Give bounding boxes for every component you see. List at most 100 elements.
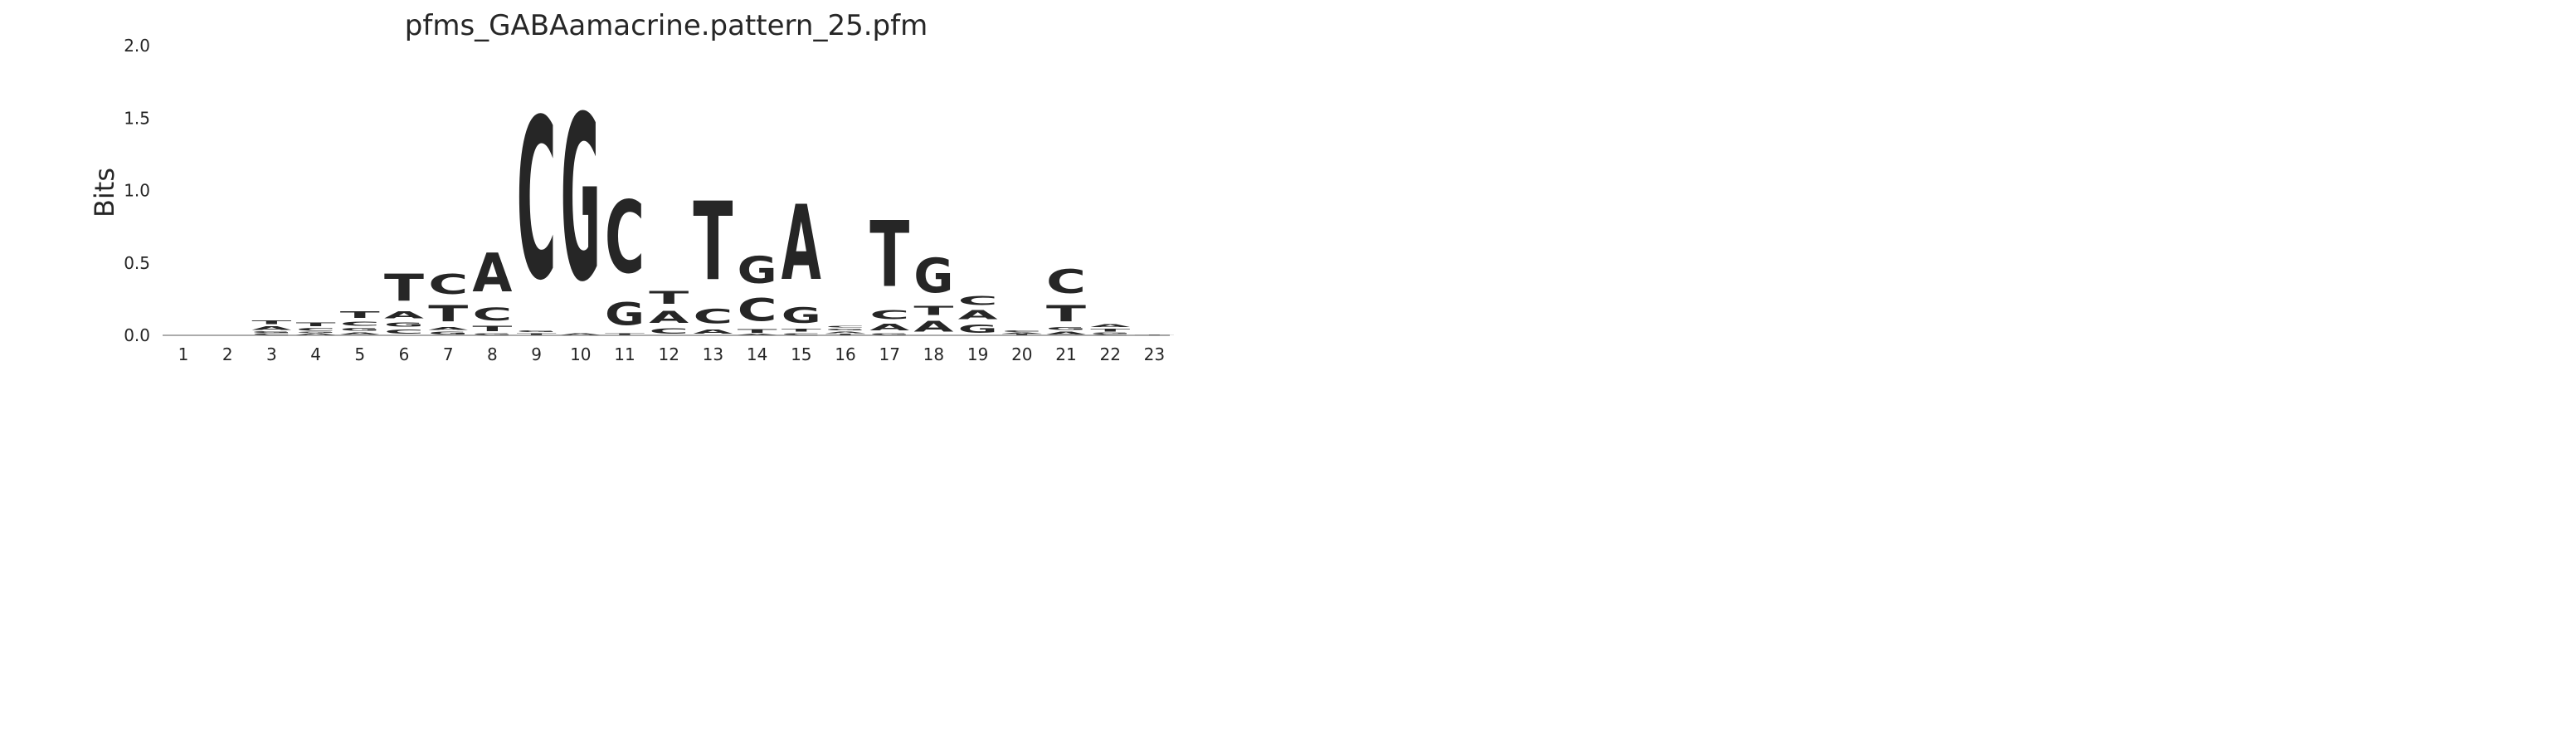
logo-letter-a-pos16: A: [825, 331, 865, 334]
logo-letter-t-pos7: T: [428, 300, 469, 326]
logo-letter-g-pos17: G: [869, 333, 909, 335]
x-tick-label: 4: [310, 344, 321, 364]
x-tick-label: 6: [399, 344, 410, 364]
logo-letter-a-pos3: A: [251, 325, 291, 331]
y-tick-label: 0.5: [124, 253, 150, 273]
x-tick-label: 3: [266, 344, 277, 364]
x-tick-label: 10: [570, 344, 591, 364]
logo-letter-g-pos9: G: [517, 330, 557, 332]
logo-letter-c-pos17: C: [869, 308, 909, 322]
x-tick-label: 19: [967, 344, 988, 364]
logo-letter-t-pos23: T: [1134, 334, 1174, 335]
logo-letter-a-pos13: A: [693, 328, 733, 335]
logo-letter-g-pos7: G: [428, 331, 468, 335]
logo-letter-g-pos16: G: [825, 328, 865, 330]
logo-letter-t-pos16: T: [825, 334, 865, 335]
y-axis-label: Bits: [89, 168, 120, 217]
x-tick-label: 16: [835, 344, 855, 364]
logo-letter-g-pos19: G: [958, 323, 998, 336]
logo-letter-a-pos8: A: [472, 242, 512, 304]
x-axis-ticks: 1 2 3 4 5 6 7 8 9 10 11 12 13 14 15 16 17 18 19 20 21 22 23: [178, 344, 1165, 364]
logo-letter-g-pos4: G: [296, 332, 336, 334]
x-tick-label: 17: [879, 344, 899, 364]
logo-letter-c-pos22: C: [1090, 334, 1130, 335]
logo-letter-c-pos4: C: [296, 327, 336, 331]
logo-letter-t-pos11: T: [605, 333, 645, 335]
logo-letters: CGATAGCTAGCTCGATGATCGTCATGCAGTGCCATACTAT…: [251, 68, 1174, 335]
logo-letter-g-pos5: G: [340, 327, 380, 331]
logo-letter-c-pos3: C: [251, 333, 291, 335]
x-tick-label: 11: [614, 344, 635, 364]
logo-letter-t-pos15: T: [782, 328, 821, 332]
x-tick-label: 23: [1144, 344, 1165, 364]
logo-letter-t-pos3: T: [251, 320, 291, 325]
sequence-logo-chart: pfms_GABAamacrine.pattern_25.pfm Bits 0.…: [89, 9, 1174, 364]
x-tick-label: 20: [1011, 344, 1032, 364]
logo-letter-g-pos22: G: [1090, 333, 1130, 334]
logo-letter-c-pos8: C: [472, 305, 512, 325]
logo-letter-a-pos6: A: [384, 310, 425, 321]
logo-letter-t-pos21: T: [1046, 300, 1087, 326]
logo-letter-a-pos22: A: [1090, 324, 1130, 328]
logo-letter-g-pos21: G: [1046, 327, 1086, 331]
logo-letter-a-pos18: A: [913, 318, 954, 335]
logo-letter-c-pos19: C: [958, 294, 998, 308]
y-axis-ticks: 0.0 0.5 1.0 1.5 2.0: [124, 36, 150, 345]
logo-letter-a-pos12: A: [649, 308, 689, 327]
x-tick-label: 18: [923, 344, 944, 364]
logo-letter-a-pos5: A: [340, 332, 380, 335]
logo-letter-a-pos10: A: [561, 333, 601, 335]
logo-letter-t-pos5: T: [340, 310, 381, 320]
logo-letter-c-pos6: C: [384, 328, 424, 335]
logo-letter-c-pos16: C: [825, 325, 865, 328]
logo-letter-c-pos15: C: [782, 333, 821, 335]
logo-letter-g-pos15: G: [782, 304, 821, 329]
y-tick-label: 1.5: [124, 108, 150, 128]
logo-letter-g-pos11: G: [605, 296, 645, 333]
logo-letter-t-pos17: T: [869, 203, 909, 308]
logo-letter-t-pos12: T: [649, 288, 689, 308]
logo-letter-t-pos14: T: [738, 328, 777, 334]
logo-letter-a-pos21: A: [1046, 331, 1086, 335]
logo-letter-a-pos4: A: [296, 333, 336, 335]
logo-letter-t-pos9: T: [517, 333, 557, 335]
logo-letter-c-pos21: C: [1046, 263, 1086, 300]
x-tick-label: 14: [747, 344, 767, 364]
logo-letter-t-pos8: T: [472, 325, 512, 334]
logo-letter-a-pos20: A: [1002, 333, 1042, 334]
x-tick-label: 15: [791, 344, 811, 364]
logo-letter-c-pos13: C: [693, 305, 733, 328]
logo-letter-c-pos12: C: [649, 327, 689, 335]
x-tick-label: 5: [354, 344, 365, 364]
y-tick-label: 1.0: [124, 181, 150, 201]
x-tick-label: 9: [531, 344, 542, 364]
logo-letter-c-pos5: C: [340, 320, 380, 328]
logo-letter-g-pos14: G: [738, 250, 777, 293]
logo-letter-g-pos18: G: [913, 249, 953, 304]
x-tick-label: 2: [222, 344, 233, 364]
x-tick-label: 1: [178, 344, 189, 364]
logo-letter-a-pos19: A: [958, 308, 998, 323]
logo-letter-a-pos15: A: [782, 184, 821, 304]
logo-letter-c-pos11: C: [605, 181, 645, 296]
logo-letter-g-pos10: G: [561, 68, 601, 332]
chart-title: pfms_GABAamacrine.pattern_25.pfm: [405, 9, 928, 42]
x-tick-label: 7: [443, 344, 454, 364]
logo-letter-g-pos8: G: [472, 333, 512, 335]
logo-letter-c-pos14: C: [738, 292, 777, 328]
logo-letter-g-pos3: G: [251, 331, 291, 334]
y-tick-label: 0.0: [124, 325, 150, 345]
x-tick-label: 21: [1055, 344, 1076, 364]
logo-letter-a-pos17: A: [869, 323, 910, 333]
x-tick-label: 8: [487, 344, 498, 364]
logo-letter-t-pos20: T: [1002, 334, 1042, 335]
logo-letter-a-pos14: A: [738, 334, 777, 335]
logo-letter-g-pos6: G: [384, 321, 424, 329]
logo-letter-t-pos22: T: [1090, 328, 1130, 332]
x-tick-label: 12: [658, 344, 679, 364]
logo-letter-c-pos20: C: [1002, 330, 1042, 333]
logo-letter-t-pos18: T: [913, 304, 953, 318]
logo-letter-c-pos9: C: [517, 73, 557, 330]
logo-letter-a-pos7: A: [428, 327, 468, 331]
x-tick-label: 22: [1099, 344, 1120, 364]
